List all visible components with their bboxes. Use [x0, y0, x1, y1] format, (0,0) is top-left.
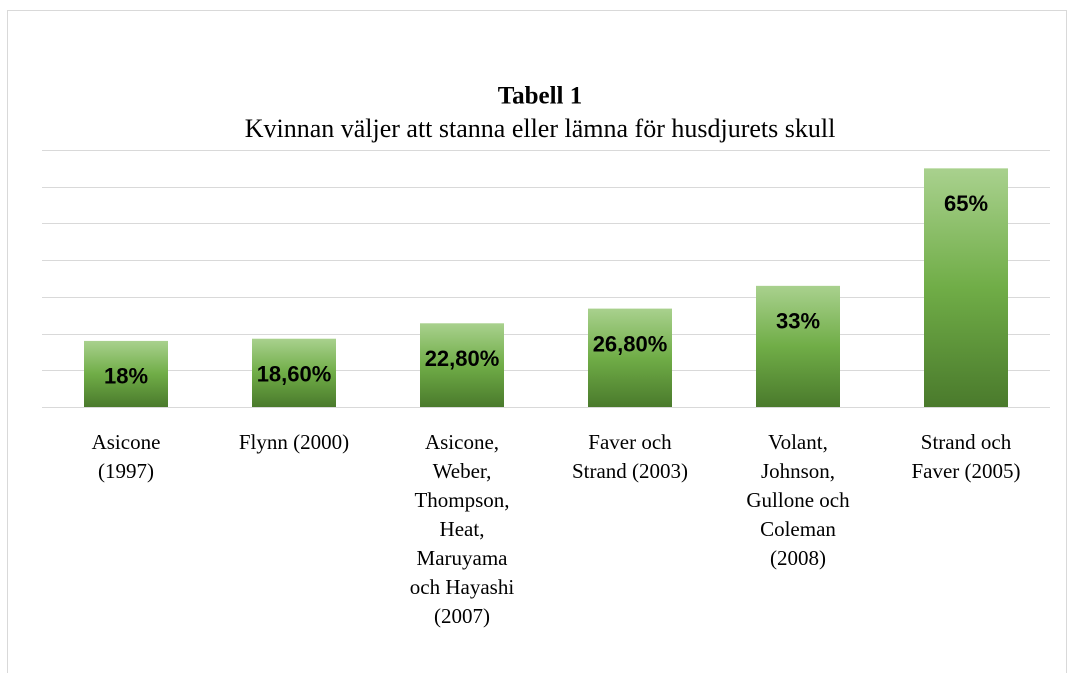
x-tick-label: Volant, Johnson, Gullone och Coleman (20… [746, 430, 850, 570]
x-tick-label: Strand och Faver (2005) [911, 430, 1021, 483]
x-tick-label: Faver och Strand (2003) [571, 430, 689, 483]
data-label: 22,80% [425, 346, 500, 371]
bar [252, 338, 336, 407]
data-label: 18% [104, 364, 148, 389]
chart-border [7, 10, 1067, 673]
bar [420, 323, 504, 407]
data-label: 18,60% [257, 362, 332, 387]
bar [84, 340, 168, 407]
chart-title: Tabell 1 [498, 83, 583, 110]
x-tick-label: Flynn (2000) [238, 430, 350, 454]
bar [588, 308, 672, 407]
x-tick-label: Asicone, Weber, Thompson, Heat, Maruyama… [409, 430, 515, 628]
chart-subtitle: Kvinnan väljer att stanna eller lämna fö… [245, 114, 836, 143]
bar [756, 285, 840, 407]
data-label: 33% [776, 309, 820, 334]
x-tick-label: Asicone (1997) [91, 430, 161, 483]
data-label: 26,80% [593, 331, 668, 356]
data-label: 65% [944, 191, 988, 216]
bar [924, 168, 1008, 407]
